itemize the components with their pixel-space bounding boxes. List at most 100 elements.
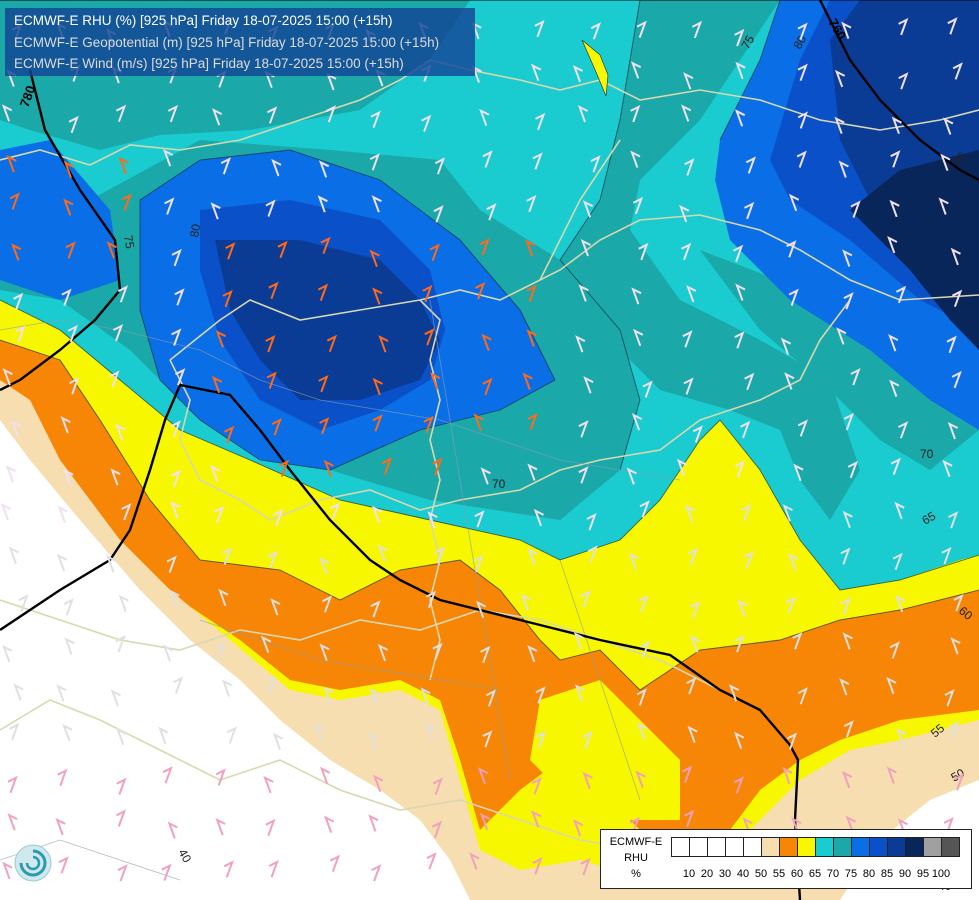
wind-barb-icon	[629, 816, 640, 835]
rhu-label: 85	[950, 149, 969, 168]
wind-barb-icon	[65, 241, 76, 259]
wind-barb-icon	[56, 553, 68, 572]
wind-barb-icon	[527, 548, 538, 566]
wind-barb-icon	[481, 333, 492, 352]
legend-tick-label: 65	[808, 868, 822, 880]
wind-barb-icon	[782, 766, 793, 785]
wind-barb-icon	[734, 460, 746, 478]
wind-barb-icon	[482, 377, 493, 396]
wind-barb-icon	[222, 289, 233, 308]
wind-barb-icon	[843, 720, 854, 738]
wind-barb-icon	[68, 115, 79, 134]
wind-barb-icon	[432, 777, 443, 795]
legend-tick-labels: 10 20 30 40 50 55 60 65 70 75 80 85 90 95 100	[671, 868, 971, 882]
wind-barb-icon	[788, 288, 799, 306]
wind-barb-icon	[479, 238, 490, 256]
wind-barb-icon	[686, 677, 697, 695]
wind-barb-icon	[170, 469, 182, 488]
wind-barb-icon	[631, 287, 642, 305]
wind-barb-icon	[164, 197, 175, 215]
wind-barb-icon	[473, 413, 484, 431]
wind-barb-icon	[684, 158, 695, 176]
wind-barb-icon	[2, 368, 13, 386]
wind-barb-icon	[18, 594, 29, 612]
wind-barb-icon	[949, 720, 960, 739]
wind-barb-icon	[847, 460, 859, 479]
rhu-band-75-80	[0, 140, 120, 300]
wind-barb-icon	[690, 601, 701, 619]
wind-barb-icon	[13, 683, 24, 701]
wind-barb-icon	[889, 641, 900, 659]
legend-swatch	[725, 837, 744, 857]
wind-barb-icon	[218, 588, 229, 607]
wind-barb-icon	[636, 688, 647, 706]
wind-barb-icon	[531, 777, 542, 795]
wind-barb-icon	[950, 247, 961, 266]
wind-barb-icon	[745, 156, 757, 174]
wind-barb-icon	[637, 722, 648, 741]
wind-barb-icon	[212, 108, 223, 126]
wind-barb-icon	[526, 329, 537, 347]
title-wind: ECMWF-E Wind (m/s) [925 hPa] Friday 18-0…	[14, 56, 404, 71]
wind-barb-icon	[948, 511, 959, 529]
wind-barb-icon	[422, 284, 433, 303]
wind-barb-icon	[265, 334, 276, 353]
wind-barb-icon	[61, 288, 72, 306]
wind-barb-icon	[839, 678, 850, 696]
wind-barb-icon	[951, 370, 962, 389]
wind-barb-icon	[743, 550, 755, 569]
wind-barb-icon	[886, 676, 897, 695]
wind-barb-icon	[170, 420, 181, 438]
wind-barb-icon	[9, 192, 20, 210]
wind-barb-icon	[630, 61, 642, 79]
wind-barb-icon	[369, 688, 380, 706]
wind-barb-icon	[215, 330, 226, 348]
title-rhu: ECMWF-E RHU (%) [925 hPa] Friday 18-07-2…	[14, 13, 393, 28]
rhu-band-70-75	[560, 0, 860, 520]
wind-barb-icon	[850, 200, 861, 218]
wind-barb-icon	[587, 545, 598, 563]
wind-barb-icon	[320, 236, 331, 255]
wind-barb-icon	[682, 330, 693, 348]
legend-swatch	[815, 837, 834, 857]
rhu-band-90-95	[850, 150, 979, 350]
wind-barb-icon	[834, 69, 846, 88]
wind-barb-icon	[797, 687, 809, 705]
wind-barb-icon	[329, 854, 341, 873]
wind-barb-icon	[421, 114, 432, 132]
wind-barb-icon	[372, 377, 383, 396]
wind-barb-icon	[785, 596, 796, 614]
legend-swatch	[689, 837, 708, 857]
wind-barb-icon	[590, 22, 602, 40]
wind-barb-icon	[534, 19, 545, 38]
wind-barb-icon	[318, 374, 329, 393]
wind-barb-icon	[683, 72, 694, 90]
wind-barb-icon	[898, 17, 909, 36]
legend-tick-label: 80	[862, 868, 876, 880]
wind-barb-icon	[370, 600, 381, 618]
wind-barb-icon	[683, 377, 694, 395]
wind-barb-icon	[681, 242, 692, 261]
wind-barb-icon	[840, 547, 851, 565]
wind-barb-icon	[326, 334, 338, 353]
wind-barb-icon	[733, 731, 745, 749]
wind-barb-icon	[788, 193, 800, 212]
wind-barb-icon	[0, 503, 12, 521]
wind-barb-icon	[57, 768, 68, 787]
wind-barb-icon	[277, 240, 288, 259]
wind-barb-icon	[425, 590, 437, 609]
wind-barb-icon	[735, 61, 746, 80]
wind-barb-icon	[7, 813, 18, 831]
wind-barb-icon	[527, 463, 538, 481]
ecmwf-logo-icon	[14, 844, 52, 882]
rhu-label: 70	[920, 447, 934, 461]
wind-barb-icon	[744, 372, 755, 391]
wind-barb-icon	[636, 20, 647, 38]
wind-barb-icon	[268, 859, 279, 878]
wind-barb-icon	[118, 594, 129, 613]
wind-barb-icon	[577, 104, 589, 123]
wind-barb-icon	[116, 777, 127, 795]
wind-barb-icon	[532, 857, 543, 875]
wind-barb-icon	[797, 111, 809, 129]
